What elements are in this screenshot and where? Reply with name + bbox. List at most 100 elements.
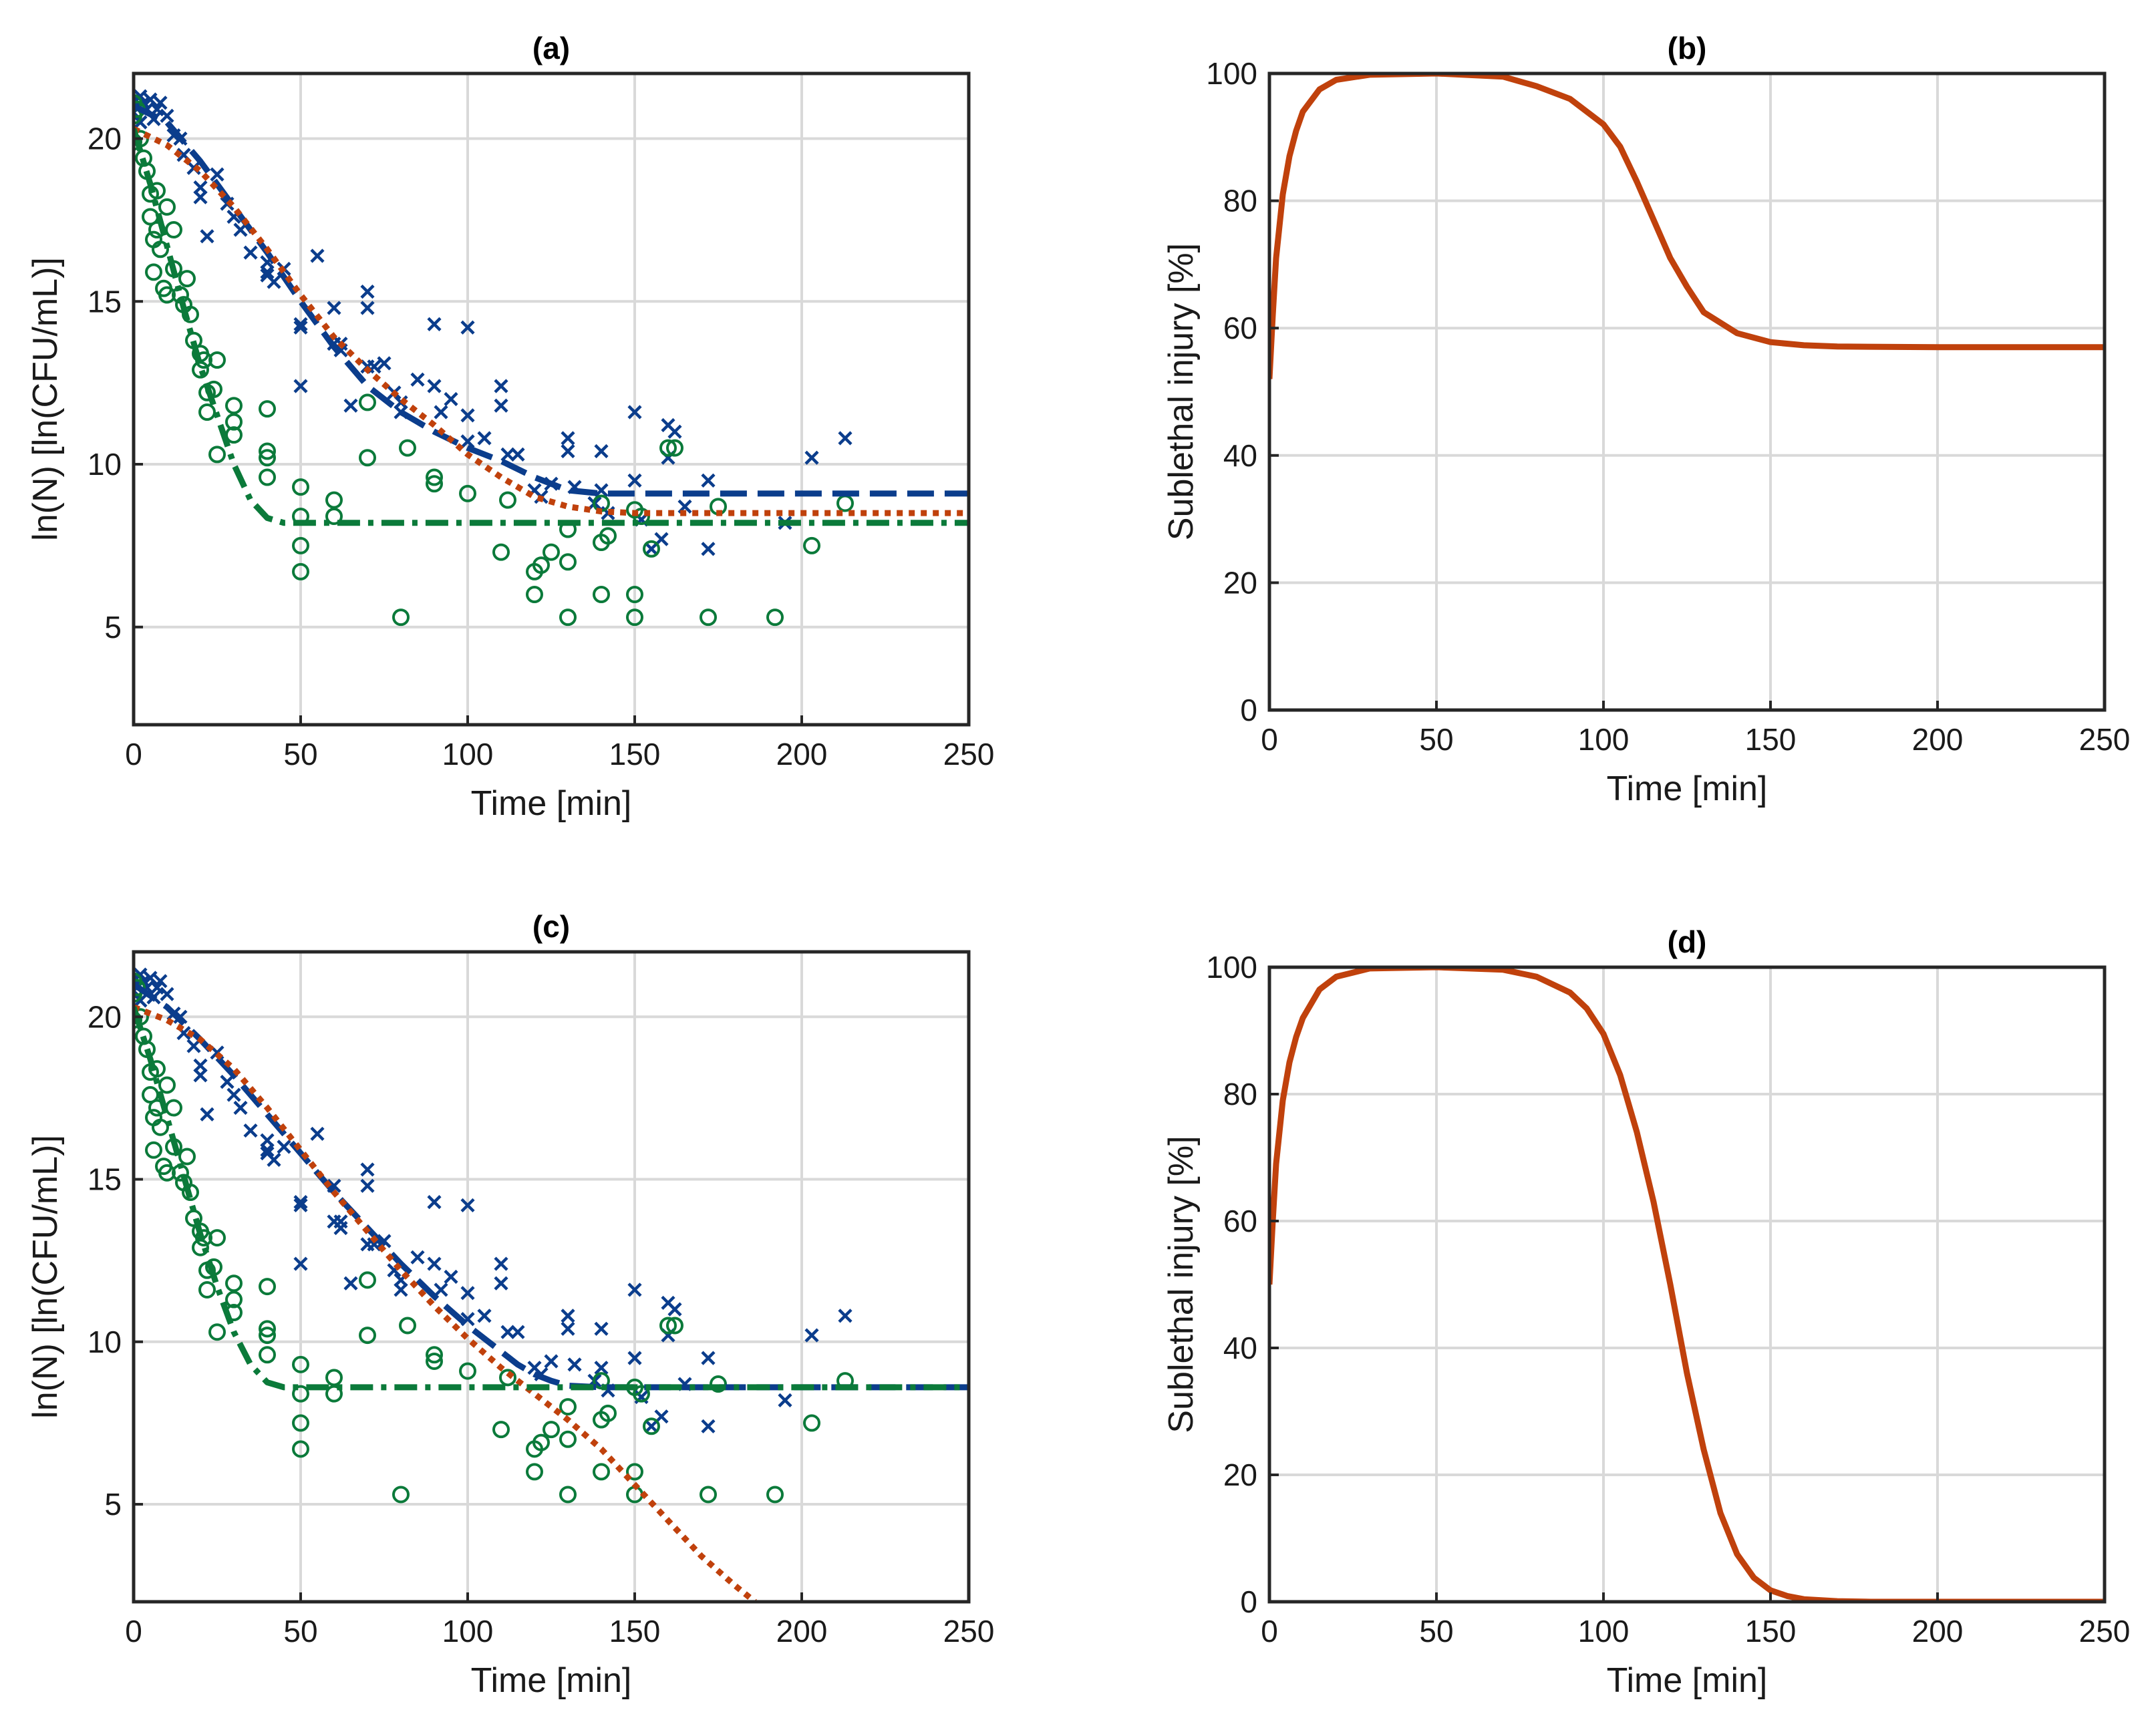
data-point-x <box>804 450 819 465</box>
data-point-x <box>444 391 458 407</box>
x-tick-label: 100 <box>1578 1614 1630 1649</box>
data-point-x <box>143 92 158 107</box>
data-point-circle <box>499 491 516 509</box>
chart-title: (a) <box>532 31 570 65</box>
data-point-x <box>477 431 492 446</box>
data-point-circle <box>666 1317 683 1335</box>
data-point-circle <box>325 491 343 509</box>
series-line-total-fit <box>134 103 969 497</box>
y-tick-label: 5 <box>104 610 122 645</box>
data-point-x <box>494 1276 508 1290</box>
x-tick-label: 100 <box>1578 722 1630 757</box>
data-point-x <box>594 444 609 459</box>
data-point-x <box>427 317 442 331</box>
data-point-circle <box>325 1385 343 1403</box>
data-point-x <box>460 1198 475 1213</box>
data-point-circle <box>359 1271 376 1289</box>
y-tick-label: 80 <box>1223 184 1257 218</box>
data-point-circle <box>710 1375 727 1393</box>
y-tick-label: 80 <box>1223 1077 1257 1111</box>
x-tick-label: 0 <box>1261 1614 1278 1649</box>
x-axis-label: Time [min] <box>471 784 632 823</box>
x-tick-label: 0 <box>1261 722 1278 757</box>
data-point-circle <box>526 586 543 603</box>
data-point-circle <box>426 468 443 486</box>
data-point-x <box>360 1162 375 1177</box>
data-point-circle <box>532 556 550 574</box>
data-point-x <box>360 301 375 315</box>
data-point-x <box>293 1198 308 1213</box>
y-tick-label: 10 <box>88 1325 122 1359</box>
data-point-circle <box>499 1369 516 1387</box>
data-point-circle <box>700 609 717 627</box>
data-point-circle <box>259 449 276 467</box>
data-point-circle <box>158 198 176 216</box>
data-point-x <box>460 434 475 449</box>
data-point-x <box>343 398 358 413</box>
data-point-circle <box>766 609 784 627</box>
data-point-x <box>200 229 214 244</box>
data-point-x <box>343 1276 358 1290</box>
data-point-circle <box>803 1414 820 1432</box>
data-point-circle <box>198 1280 216 1299</box>
x-tick-label: 150 <box>1745 722 1797 757</box>
data-point-x <box>293 320 308 335</box>
data-point-x <box>627 405 642 419</box>
x-tick-label: 100 <box>442 1614 494 1649</box>
data-point-circle <box>292 562 309 580</box>
x-tick-label: 200 <box>776 1614 828 1649</box>
y-tick-label: 100 <box>1206 950 1257 985</box>
data-point-x <box>327 301 341 315</box>
data-point-circle <box>633 1385 650 1403</box>
x-tick-label: 0 <box>125 737 142 771</box>
data-point-circle <box>599 1404 617 1422</box>
data-point-x <box>277 1140 291 1154</box>
plot-area <box>134 952 969 1602</box>
axes-frame <box>132 71 971 727</box>
data-point-x <box>267 275 281 289</box>
series-line-healthy-fit <box>134 1006 969 1391</box>
data-point-circle <box>292 1355 309 1373</box>
data-point-circle <box>259 1346 276 1364</box>
data-point-x <box>410 1250 425 1264</box>
data-point-x <box>310 1126 325 1142</box>
data-point-x <box>267 1152 281 1167</box>
data-point-x <box>293 1256 308 1271</box>
data-point-x <box>427 1256 442 1271</box>
data-point-x <box>377 356 392 371</box>
data-point-circle <box>492 1421 510 1439</box>
chart-title: (c) <box>532 909 570 944</box>
y-tick-label: 40 <box>1223 1331 1257 1365</box>
data-point-x <box>410 372 425 387</box>
data-point-x <box>627 473 642 488</box>
data-point-x <box>627 1282 642 1297</box>
data-point-circle <box>626 609 643 627</box>
data-point-x <box>544 1354 559 1369</box>
data-point-circle <box>134 133 142 151</box>
series-line-healthy-fit <box>134 128 969 526</box>
chart-title: (d) <box>1668 924 1707 959</box>
x-tick-label: 50 <box>283 1614 317 1649</box>
data-point-circle <box>259 400 276 418</box>
data-point-x <box>243 245 258 260</box>
y-tick-label: 60 <box>1223 311 1257 345</box>
y-tick-label: 0 <box>1240 1584 1257 1619</box>
data-point-x <box>434 1282 448 1297</box>
data-point-x <box>510 1325 525 1339</box>
data-point-circle <box>178 270 196 288</box>
data-point-x <box>444 1269 458 1284</box>
data-point-x <box>427 379 442 393</box>
data-point-x <box>134 993 148 1008</box>
data-point-x <box>594 1321 609 1336</box>
y-tick-label: 15 <box>88 1162 122 1197</box>
data-point-circle <box>526 1463 543 1481</box>
data-point-circle <box>766 1486 784 1504</box>
data-point-circle <box>803 536 820 554</box>
plot-content <box>1269 967 2105 1602</box>
data-point-circle <box>325 508 343 525</box>
data-point-circle <box>292 1440 309 1458</box>
x-axis-label: Time [min] <box>471 1661 632 1700</box>
y-tick-label: 40 <box>1223 438 1257 473</box>
data-point-circle <box>399 1317 416 1335</box>
data-point-x <box>494 398 508 413</box>
